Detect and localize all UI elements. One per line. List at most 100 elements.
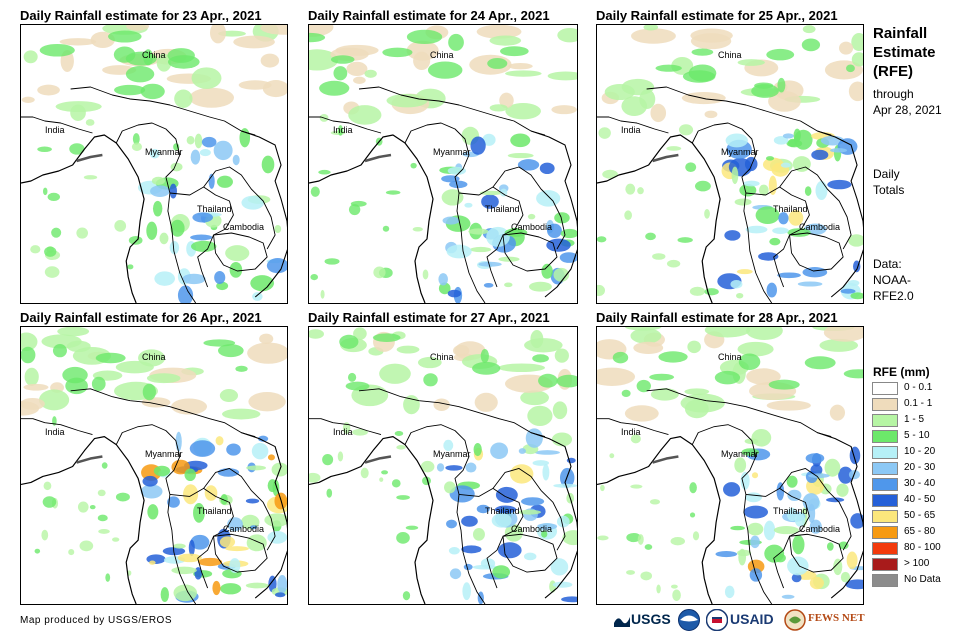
label-china: China (430, 50, 454, 60)
usaid-logo-text: USAID (730, 611, 774, 627)
label-cambodia: Cambodia (511, 222, 553, 232)
sidebar-daily: Daily (873, 167, 900, 181)
label-india: India (45, 427, 65, 437)
legend-label: No Data (904, 574, 941, 585)
fewsnet-logo-text: FEWS NET (808, 612, 865, 624)
sidebar-daily-totals: Daily Totals (873, 166, 904, 198)
legend-swatch (872, 558, 898, 571)
label-india: India (333, 427, 353, 437)
label-india: India (621, 125, 641, 135)
noaa-seal-icon (678, 609, 700, 631)
legend-label: 65 - 80 (904, 526, 936, 537)
rainfall-map-apr25: China India Myanmar Thailand Cambodia (596, 24, 864, 304)
usgs-logo: USGS (614, 607, 674, 633)
label-china: China (718, 352, 742, 362)
panel-title-apr28: Daily Rainfall estimate for 28 Apr., 202… (596, 310, 838, 325)
usgs-wave-icon (614, 617, 630, 627)
legend-label: 0.1 - 1 (904, 398, 933, 409)
legend-swatch (872, 478, 898, 491)
label-thailand: Thailand (773, 204, 808, 214)
label-india: India (45, 125, 65, 135)
sidebar-title-line1: Rainfall (873, 25, 928, 42)
sidebar-through: through Apr 28, 2021 (873, 86, 942, 118)
sidebar-data-line3: RFE2.0 (873, 289, 914, 303)
legend-swatch (872, 574, 898, 587)
map-canvas (21, 327, 287, 604)
legend-label: > 100 (904, 558, 930, 569)
label-china: China (142, 352, 166, 362)
sidebar-date: Apr 28, 2021 (873, 103, 942, 117)
sidebar-totals: Totals (873, 183, 905, 197)
label-thailand: Thailand (197, 506, 232, 516)
label-thailand: Thailand (773, 506, 808, 516)
legend-label: 10 - 20 (904, 446, 936, 457)
usgs-logo-text: USGS (631, 611, 671, 627)
rainfall-map-apr24: China India Myanmar Thailand Cambodia (308, 24, 578, 304)
map-canvas (21, 25, 287, 303)
legend-swatch (872, 446, 898, 459)
noaa-logo (678, 607, 702, 633)
sidebar-through-label: through (873, 87, 914, 101)
label-india: India (621, 427, 641, 437)
map-canvas (597, 25, 863, 303)
legend-swatch (872, 430, 898, 443)
panel-title-apr27: Daily Rainfall estimate for 27 Apr., 202… (308, 310, 550, 325)
usaid-logo: USAID (706, 607, 780, 633)
legend-swatch (872, 382, 898, 395)
legend-label: 1 - 5 (904, 414, 925, 425)
label-myanmar: Myanmar (721, 147, 759, 157)
sidebar-title: Rainfall Estimate (RFE) (873, 24, 936, 81)
rainfall-map-apr27: China India Myanmar Thailand Cambodia (308, 326, 578, 605)
legend-label: 40 - 50 (904, 494, 936, 505)
map-canvas (309, 25, 577, 303)
legend-label: 80 - 100 (904, 542, 941, 553)
panel-title-apr24: Daily Rainfall estimate for 24 Apr., 202… (308, 8, 550, 23)
label-china: China (430, 352, 454, 362)
legend-label: 0 - 0.1 (904, 382, 933, 393)
legend-label: 30 - 40 (904, 478, 936, 489)
panel-title-apr25: Daily Rainfall estimate for 25 Apr., 202… (596, 8, 838, 23)
label-cambodia: Cambodia (223, 524, 265, 534)
rainfall-map-apr26: China India Myanmar Thailand Cambodia (20, 326, 288, 605)
label-china: China (718, 50, 742, 60)
legend-label: 20 - 30 (904, 462, 936, 473)
legend-label: 5 - 10 (904, 430, 930, 441)
label-cambodia: Cambodia (223, 222, 265, 232)
panel-title-apr26: Daily Rainfall estimate for 26 Apr., 202… (20, 310, 262, 325)
label-cambodia: Cambodia (799, 524, 841, 534)
fewsnet-logo: FEWS NET (784, 607, 865, 633)
label-thailand: Thailand (485, 204, 520, 214)
label-thailand: Thailand (485, 506, 520, 516)
sidebar-title-line2: Estimate (873, 44, 936, 61)
legend-swatch (872, 462, 898, 475)
legend-swatch (872, 526, 898, 539)
sidebar-data-line1: Data: (873, 257, 902, 271)
label-myanmar: Myanmar (145, 147, 183, 157)
label-myanmar: Myanmar (433, 147, 471, 157)
map-canvas (597, 327, 863, 604)
label-india: India (333, 125, 353, 135)
panel-title-apr23: Daily Rainfall estimate for 23 Apr., 202… (20, 8, 262, 23)
label-cambodia: Cambodia (511, 524, 553, 534)
sidebar-title-line3: (RFE) (873, 63, 913, 80)
legend-swatch (872, 414, 898, 427)
label-myanmar: Myanmar (433, 449, 471, 459)
map-credit: Map produced by USGS/EROS (20, 615, 173, 626)
rainfall-map-apr28: China India Myanmar Thailand Cambodia (596, 326, 864, 605)
label-cambodia: Cambodia (799, 222, 841, 232)
label-china: China (142, 50, 166, 60)
usaid-seal-icon (706, 609, 728, 631)
legend-swatch (872, 542, 898, 555)
label-myanmar: Myanmar (721, 449, 759, 459)
legend-swatch (872, 494, 898, 507)
sidebar-data-line2: NOAA- (873, 273, 912, 287)
rainfall-map-apr23: China India Myanmar Thailand Cambodia (20, 24, 288, 304)
label-thailand: Thailand (197, 204, 232, 214)
map-canvas (309, 327, 577, 604)
legend-swatch (872, 510, 898, 523)
legend-label: 50 - 65 (904, 510, 936, 521)
fewsnet-globe-icon (784, 609, 806, 631)
sidebar-data-source: Data: NOAA- RFE2.0 (873, 256, 914, 304)
legend-swatch (872, 398, 898, 411)
label-myanmar: Myanmar (145, 449, 183, 459)
